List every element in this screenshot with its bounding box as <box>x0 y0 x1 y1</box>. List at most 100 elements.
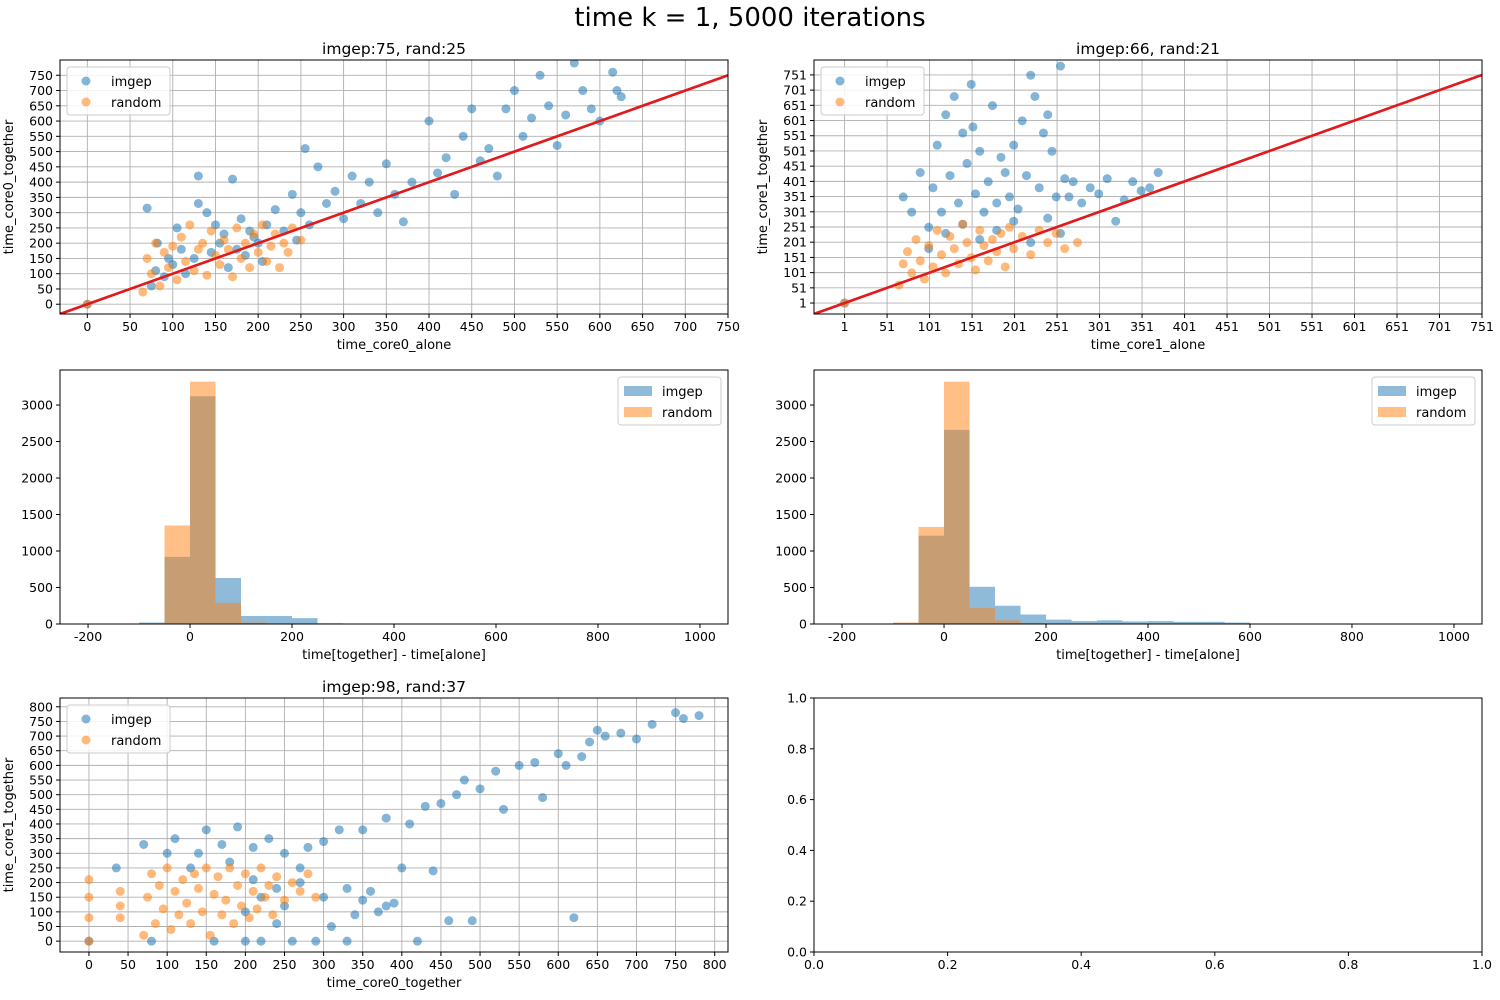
scatter-point-random <box>248 886 258 896</box>
y-tick-label: 550 <box>29 773 53 788</box>
histogram-bar-random <box>215 602 242 624</box>
x-tick-label: 1 <box>841 319 849 334</box>
y-tick-label: 2000 <box>775 471 807 486</box>
scatter-point-random <box>983 256 993 266</box>
scatter-point-imgep <box>1034 183 1044 193</box>
y-tick-label: 250 <box>29 220 53 235</box>
x-axis-label: time_core0_alone <box>337 338 452 353</box>
legend-marker-imgep <box>81 714 91 724</box>
scatter-point-random <box>919 274 929 284</box>
x-axis-label: time_core1_alone <box>1091 338 1206 353</box>
y-tick-label: 0 <box>45 297 53 312</box>
scatter-point-random <box>268 910 278 920</box>
y-tick-label: 50 <box>37 281 53 296</box>
scatter-point-random <box>236 901 246 911</box>
scatter-point-imgep <box>983 177 993 187</box>
x-axis-label: time[together] - time[alone] <box>302 648 486 663</box>
scatter-point-imgep <box>339 214 349 224</box>
scatter-point-imgep <box>962 158 972 168</box>
histogram-bar-imgep <box>1173 621 1199 624</box>
x-tick-label: 751 <box>1470 319 1494 334</box>
x-tick-label: 200 <box>233 957 257 972</box>
scatter-point-imgep <box>201 825 211 835</box>
y-tick-label: 600 <box>29 114 53 129</box>
scatter-point-random <box>142 253 152 263</box>
scatter-point-random <box>928 262 938 272</box>
x-tick-label: 201 <box>1003 319 1027 334</box>
scatter-point-imgep <box>458 131 468 141</box>
scatter-point-imgep <box>1017 116 1027 126</box>
scatter-point-random <box>229 919 239 929</box>
scatter-point-random <box>198 238 208 248</box>
scatter-point-random <box>279 238 289 248</box>
scatter-point-random <box>138 287 148 297</box>
histogram-bar-imgep <box>1020 614 1047 624</box>
legend-marker-random <box>835 97 845 107</box>
scatter-point-imgep <box>330 186 340 196</box>
y-tick-label: 450 <box>29 159 53 174</box>
scatter-point-imgep <box>172 223 182 233</box>
scatter-point-imgep <box>586 104 596 114</box>
scatter-point-imgep <box>193 848 203 858</box>
legend-label-random: random <box>1416 406 1466 421</box>
y-tick-label: 1000 <box>21 544 53 559</box>
y-tick-label: 700 <box>29 83 53 98</box>
scatter-point-imgep <box>1026 70 1036 80</box>
y-tick-label: 0.0 <box>787 945 807 960</box>
scatter-point-imgep <box>146 281 156 291</box>
y-tick-label: 100 <box>29 266 53 281</box>
y-tick-label: 500 <box>29 580 53 595</box>
scatter-point-random <box>186 919 196 929</box>
scatter-point-random <box>170 886 180 896</box>
scatter-point-imgep <box>979 207 989 217</box>
x-tick-label: 550 <box>507 957 531 972</box>
y-axis-label: time_core1_together <box>2 757 17 892</box>
x-tick-label: 651 <box>1385 319 1409 334</box>
x-tick-label: 0 <box>83 319 91 334</box>
scatter-point-imgep <box>898 192 908 202</box>
axes-frame <box>813 59 1483 315</box>
scatter-point-random <box>215 260 225 270</box>
scatter-point-imgep <box>436 798 446 808</box>
y-tick-label: 351 <box>783 189 807 204</box>
x-tick-label: 1.0 <box>1472 957 1492 972</box>
y-tick-label: 400 <box>29 816 53 831</box>
scatter-point-random <box>256 863 266 873</box>
y-tick-label: 350 <box>29 190 53 205</box>
y-tick-label: 350 <box>29 831 53 846</box>
scatter-point-random <box>257 220 267 230</box>
scatter-point-random <box>249 229 259 239</box>
scatter-point-imgep <box>616 728 626 738</box>
plot-area <box>84 708 704 946</box>
x-tick-label: 0.6 <box>1205 957 1225 972</box>
scatter-point-random <box>1026 250 1036 260</box>
scatter-point-random <box>996 228 1006 238</box>
scatter-point-imgep <box>958 128 968 138</box>
x-tick-label: 500 <box>468 957 492 972</box>
plot-background <box>814 698 1482 952</box>
scatter-point-imgep <box>953 198 963 208</box>
scatter-point-imgep <box>924 222 934 232</box>
scatter-point-random <box>240 238 250 248</box>
scatter-point-random <box>262 256 272 266</box>
scatter-point-imgep <box>412 936 422 946</box>
legend-marker-random <box>81 735 91 745</box>
scatter-point-imgep <box>381 813 391 823</box>
scatter-point-imgep <box>987 101 997 111</box>
scatter-point-random <box>272 872 282 882</box>
scatter-point-imgep <box>538 793 548 803</box>
y-tick-label: 150 <box>29 251 53 266</box>
y-tick-label: 401 <box>783 174 807 189</box>
x-axis-label: time[together] - time[alone] <box>1056 648 1240 663</box>
x-tick-label: 51 <box>879 319 895 334</box>
scatter-point-imgep <box>694 711 704 721</box>
scatter-point-imgep <box>405 819 415 829</box>
x-tick-label: 601 <box>1343 319 1367 334</box>
scatter-point-imgep <box>236 214 246 224</box>
histogram-bar-random <box>969 607 996 624</box>
axes-title: imgep:75, rand:25 <box>322 40 466 58</box>
histogram-bar-imgep <box>1122 621 1148 624</box>
scatter-point-imgep <box>553 749 563 759</box>
histogram-bar-imgep <box>241 615 267 624</box>
